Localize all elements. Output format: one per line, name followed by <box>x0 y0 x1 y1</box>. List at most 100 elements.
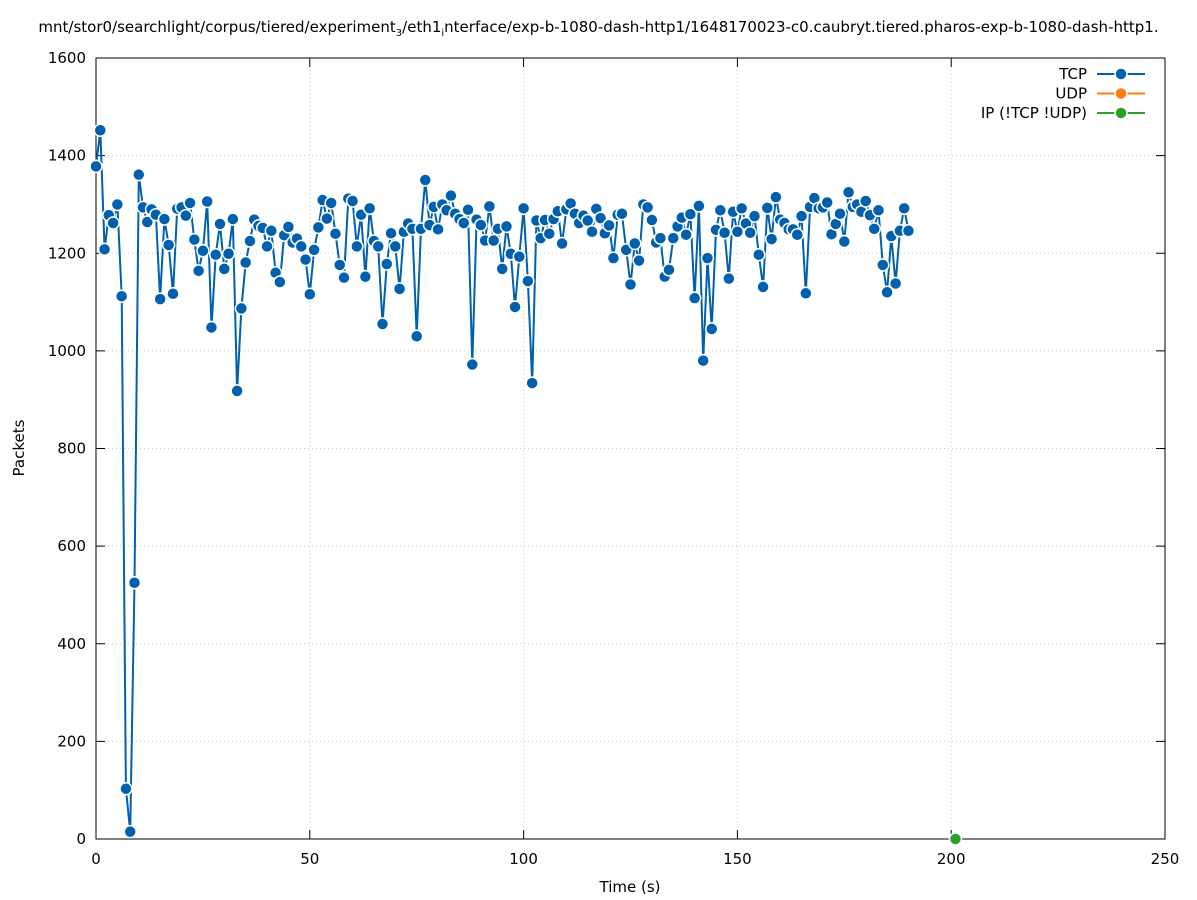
data-point <box>350 239 364 254</box>
data-point <box>243 234 257 248</box>
y-tick-label: 1000 <box>48 342 86 360</box>
data-point <box>157 212 172 226</box>
y-tick-label: 0 <box>76 830 86 848</box>
data-point <box>799 286 813 301</box>
axis-ticks: 0 200 400 600 800 1000 1200 1400 1600 0 50 100 150 20… <box>48 49 1180 868</box>
data-point <box>948 832 963 846</box>
data-point <box>106 216 120 230</box>
data-point <box>628 236 642 251</box>
data-point <box>486 233 501 248</box>
y-tick-label: 200 <box>57 732 86 750</box>
data-point <box>679 227 693 242</box>
data-point <box>384 226 398 240</box>
series-0 <box>89 123 916 839</box>
data-point <box>444 188 458 203</box>
data-point <box>858 194 873 208</box>
data-point <box>392 282 407 296</box>
data-point <box>418 173 433 187</box>
data-point <box>191 264 206 278</box>
data-point <box>260 239 274 254</box>
x-tick-label: 50 <box>300 850 319 868</box>
x-tick-label: 250 <box>1151 850 1180 868</box>
legend-item: IP (!TCP !UDP) <box>981 104 1145 122</box>
legend-swatch-marker <box>1114 106 1128 120</box>
data-point <box>431 222 445 237</box>
data-point <box>512 249 527 264</box>
data-point <box>234 301 249 316</box>
x-tick-label: 200 <box>937 850 966 868</box>
data-point <box>264 224 279 238</box>
data-point <box>901 224 916 238</box>
data-point <box>615 206 629 221</box>
data-point <box>226 212 240 226</box>
legend-label: IP (!TCP !UDP) <box>981 104 1087 122</box>
data-point <box>692 199 706 213</box>
data-point <box>281 220 296 234</box>
data-point <box>140 215 155 229</box>
data-point <box>183 196 197 210</box>
y-tick-label: 1400 <box>48 147 86 165</box>
data-point <box>110 197 125 212</box>
data-point <box>332 258 347 272</box>
data-point <box>362 201 377 216</box>
y-tick-label: 1600 <box>48 49 86 67</box>
data-point <box>200 194 214 209</box>
data-point <box>645 213 659 227</box>
data-point <box>867 222 881 236</box>
x-tick-label: 0 <box>91 850 101 868</box>
data-point <box>521 274 535 288</box>
data-point <box>585 225 599 239</box>
data-point <box>897 201 911 216</box>
data-point <box>769 190 783 204</box>
data-point <box>696 353 710 368</box>
data-point <box>238 255 253 270</box>
data-point <box>555 236 569 251</box>
data-point <box>632 253 646 268</box>
data-point <box>700 251 715 265</box>
data-point <box>294 239 308 254</box>
data-point <box>230 384 244 398</box>
y-tick-label: 400 <box>57 635 86 653</box>
data-point <box>683 207 698 221</box>
data-point <box>388 239 403 254</box>
data-point <box>97 242 112 257</box>
data-point <box>730 225 745 239</box>
data-point <box>465 357 480 372</box>
data-point <box>375 317 390 331</box>
data-point <box>790 227 805 242</box>
data-point <box>358 269 373 284</box>
grid-lines <box>96 58 1165 839</box>
legend-swatch-marker <box>1114 86 1128 101</box>
y-tick-label: 1200 <box>48 244 86 262</box>
data-point <box>204 320 219 335</box>
data-point <box>127 575 142 590</box>
data-point <box>273 275 287 289</box>
data-point <box>132 167 146 182</box>
data-point <box>653 231 668 245</box>
data-point <box>187 232 202 247</box>
data-point <box>380 257 394 271</box>
data-point <box>871 203 886 218</box>
data-point <box>461 203 475 217</box>
data-point <box>196 244 210 258</box>
data-point <box>542 226 557 241</box>
data-point <box>311 220 326 235</box>
data-point <box>337 270 351 285</box>
data-point <box>213 217 227 231</box>
data-point <box>606 251 621 265</box>
series-layer <box>89 123 963 846</box>
x-tick-label: 150 <box>723 850 752 868</box>
data-point <box>409 329 424 343</box>
data-point <box>93 123 108 137</box>
data-point <box>743 225 757 240</box>
y-tick-label: 600 <box>57 537 86 555</box>
data-point <box>880 285 894 300</box>
y-axis-label: Packets <box>10 419 28 476</box>
data-point <box>119 781 133 796</box>
data-point <box>704 322 719 336</box>
data-point <box>722 271 736 286</box>
data-point <box>508 300 522 314</box>
data-point <box>153 292 167 306</box>
